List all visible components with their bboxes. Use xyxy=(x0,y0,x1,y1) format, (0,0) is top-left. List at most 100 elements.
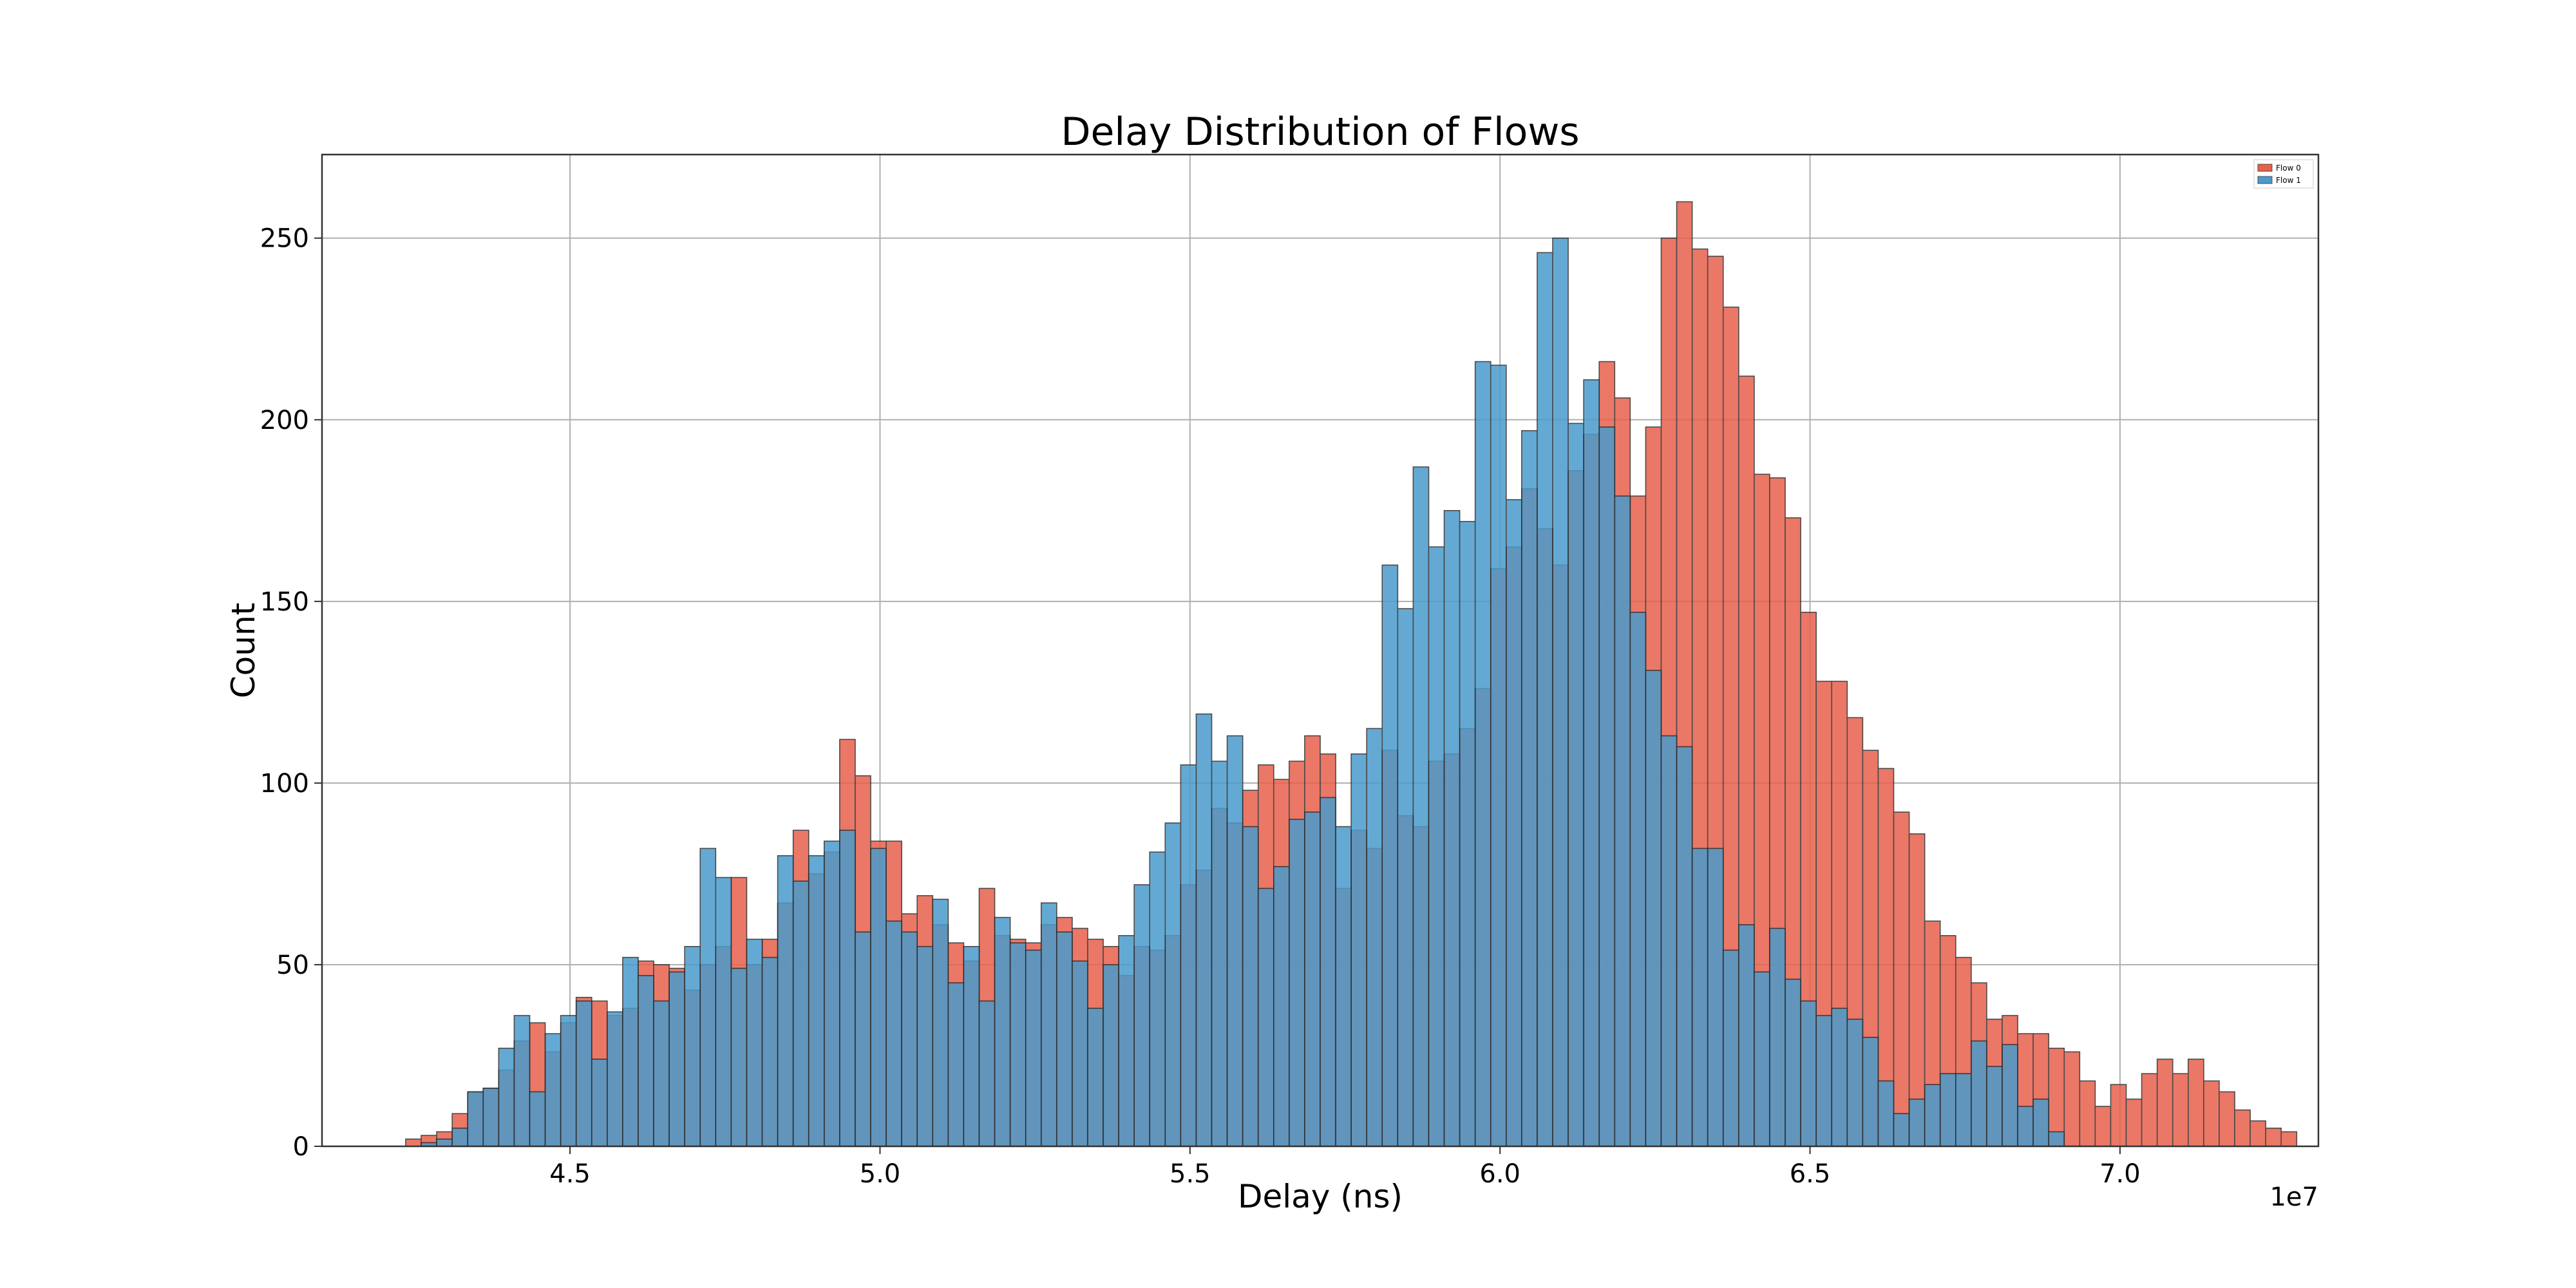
histogram-bar xyxy=(1149,851,1166,1147)
histogram-bar xyxy=(1443,510,1461,1147)
histogram-bar xyxy=(2234,1109,2251,1147)
histogram-bar xyxy=(1971,1040,1987,1147)
histogram-bar xyxy=(1474,361,1492,1147)
plot-frame xyxy=(321,153,2320,1148)
histogram-bar xyxy=(746,938,763,1147)
histogram-bar xyxy=(451,1127,469,1147)
histogram-bar xyxy=(2110,1084,2127,1147)
histogram-bar xyxy=(1257,887,1274,1147)
y-tick-label: 150 xyxy=(260,587,309,617)
histogram-bar xyxy=(730,967,748,1147)
histogram-bar xyxy=(622,956,639,1147)
y-tick-label: 250 xyxy=(260,224,309,254)
histogram-bar xyxy=(2265,1127,2282,1147)
histogram-bar xyxy=(405,1138,422,1147)
histogram-bar xyxy=(2156,1058,2174,1147)
histogram-bar xyxy=(1924,1084,1941,1147)
x-tick-label: 5.5 xyxy=(1170,1159,1211,1189)
histogram-bar xyxy=(870,848,887,1147)
histogram-bar xyxy=(2219,1091,2235,1147)
histogram-bar xyxy=(1614,495,1631,1147)
histogram-bar xyxy=(932,898,949,1147)
histogram-bar xyxy=(1846,1018,1864,1147)
histogram-bar xyxy=(1800,1000,1817,1147)
legend-swatch-flow-0 xyxy=(2257,164,2273,172)
histogram-bar xyxy=(684,945,701,1147)
histogram-bar xyxy=(1025,949,1042,1147)
histogram-bar xyxy=(699,848,717,1147)
x-tick-label: 7.0 xyxy=(2099,1159,2141,1189)
histogram-bar xyxy=(978,1000,996,1147)
histogram-bar xyxy=(1056,931,1073,1147)
histogram-bar xyxy=(1118,935,1135,1147)
histogram-bar xyxy=(1381,564,1399,1147)
y-tick-label: 200 xyxy=(260,406,309,435)
histogram-bar xyxy=(1629,611,1647,1147)
histogram-bar xyxy=(1660,735,1678,1147)
histogram-bar xyxy=(1242,826,1259,1147)
histogram-bar xyxy=(1645,670,1662,1147)
histogram-bar xyxy=(1537,252,1553,1147)
y-tick-label: 100 xyxy=(260,769,309,799)
histogram-bar xyxy=(1180,764,1197,1147)
histogram-bar xyxy=(2249,1120,2266,1147)
histogram-bar xyxy=(1087,1007,1104,1147)
histogram-bar xyxy=(2094,1106,2112,1147)
histogram-bar xyxy=(1506,499,1522,1147)
histogram-bar xyxy=(1691,848,1709,1147)
histogram-bar xyxy=(2002,1044,2018,1147)
histogram-bar xyxy=(1815,1015,1833,1147)
x-tick-label: 5.0 xyxy=(860,1159,901,1189)
bars xyxy=(405,201,2298,1147)
x-tick-label: 6.0 xyxy=(1479,1159,1520,1189)
histogram-bar xyxy=(1428,546,1445,1147)
histogram-bar xyxy=(808,855,825,1147)
histogram-bar xyxy=(1939,1073,1956,1147)
histogram-bar xyxy=(1490,365,1507,1147)
histogram-bar xyxy=(1164,822,1182,1147)
histogram-bar xyxy=(1862,1036,1879,1147)
histogram-bar xyxy=(855,931,871,1147)
histogram-bar xyxy=(1567,422,1584,1147)
histogram-bar xyxy=(1350,753,1368,1147)
histogram-bar xyxy=(668,971,685,1147)
histogram-bar xyxy=(2188,1058,2204,1147)
histogram-bar xyxy=(1893,1113,1910,1147)
histogram-bar xyxy=(792,880,810,1147)
histogram-bar xyxy=(591,1058,608,1147)
histogram-bar xyxy=(1304,811,1321,1147)
histogram-bar xyxy=(901,931,918,1147)
histogram-bar xyxy=(2280,1131,2298,1147)
x-axis-label: Delay (ns) xyxy=(1238,1178,1403,1215)
histogram-bar xyxy=(1133,884,1151,1147)
chart-title: Delay Distribution of Flows xyxy=(1061,109,1579,155)
histogram-bar xyxy=(1598,426,1616,1147)
histogram-bar xyxy=(994,916,1011,1147)
histogram-bar xyxy=(560,1015,577,1147)
histogram-bar xyxy=(2141,1073,2158,1147)
histogram-bar xyxy=(777,855,794,1147)
histogram-bar xyxy=(1397,608,1414,1147)
histogram-bar xyxy=(947,982,965,1147)
histogram-bar xyxy=(1893,811,1910,1147)
histogram-bar xyxy=(1986,1066,2003,1147)
y-tick-label: 0 xyxy=(293,1132,309,1162)
histogram-bar xyxy=(482,1087,500,1147)
histogram-bar xyxy=(1908,833,1926,1147)
histogram-bar xyxy=(1831,1007,1848,1147)
histogram-bar xyxy=(824,840,840,1147)
histogram-bar xyxy=(575,1000,592,1147)
histogram-bar xyxy=(1583,379,1600,1147)
x-tick-label: 6.5 xyxy=(1790,1159,1831,1189)
histogram-bar xyxy=(467,1091,484,1147)
histogram-bar xyxy=(1738,924,1755,1147)
histogram-bar xyxy=(1072,960,1088,1147)
histogram-bar xyxy=(1521,430,1538,1147)
histogram-bar xyxy=(2048,1131,2065,1147)
histogram-bar xyxy=(1320,797,1336,1147)
histogram-bar xyxy=(1754,971,1770,1147)
histogram-bar xyxy=(1226,735,1244,1147)
histogram-bar xyxy=(2017,1106,2034,1147)
histogram-bar xyxy=(1955,1073,1972,1147)
legend-label-flow-0: Flow 0 xyxy=(2276,164,2301,173)
